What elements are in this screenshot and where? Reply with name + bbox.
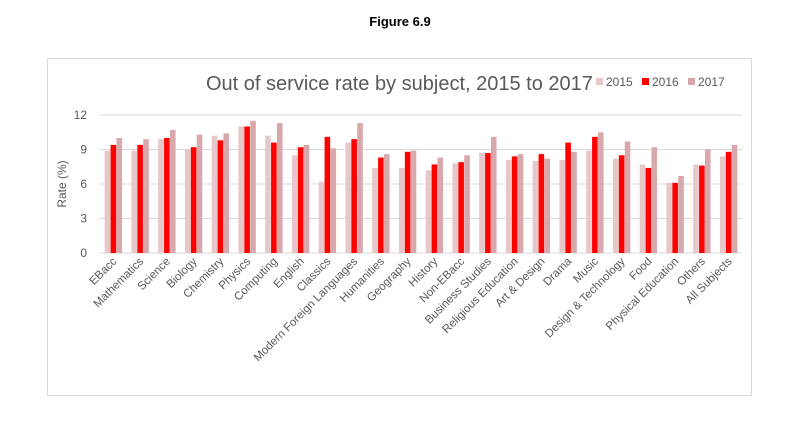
bar-2015: Design & Technology 2015: 8.2	[612, 158, 619, 253]
bar-2017: All Subjects 2017: 9.4	[731, 144, 738, 253]
x-category-label: Drama	[541, 255, 574, 288]
bar-2017: Music 2017: 10.5	[597, 132, 604, 253]
bar-2016: Design & Technology 2016: 8.5	[618, 155, 625, 253]
bar-2016: Others 2016: 7.6	[699, 165, 705, 253]
bar-chart: Out of service rate by subject, 2015 to …	[55, 73, 742, 364]
bar-2016: Mathematics 2016: 9.4	[137, 144, 143, 253]
bar-2017: English 2017: 9.4	[303, 144, 310, 253]
bar-2017: Business Studies 2017: 10.1	[490, 136, 497, 253]
bar-2017: Physical Education 2017: 6.7	[678, 175, 684, 253]
bar-2015: Drama 2015: 8.1	[559, 159, 566, 253]
bar-2015: Physics 2015: 11	[238, 126, 245, 253]
bar-2015: History 2015: 7.2	[425, 170, 432, 253]
y-tick-label: 9	[80, 143, 87, 157]
bar-2015: Biology 2015: 9	[184, 149, 191, 253]
y-tick-label: 6	[80, 177, 87, 191]
legend-label-2015: 2015	[606, 75, 633, 89]
bar-2017: Science 2017: 10.7	[169, 129, 176, 253]
legend-label-2017: 2017	[698, 75, 725, 89]
bar-2017: Biology 2017: 10.3	[196, 134, 203, 253]
chart-frame: Out of service rate by subject, 2015 to …	[47, 58, 752, 396]
bar-2017: Modern Foreign Languages 2017: 11.3	[357, 123, 363, 253]
bar-2015: Chemistry 2015: 10.2	[211, 135, 218, 253]
bar-2016: Science 2016: 10	[164, 138, 170, 253]
bar-2016: EBacc 2016: 9.4	[110, 144, 117, 253]
bar-2017: Geography 2017: 8.9	[410, 150, 417, 253]
bar-2015: EBacc 2015: 8.9	[104, 150, 111, 253]
bar-2016: Religious Education 2016: 8.4	[511, 156, 518, 253]
bar-2016: Drama 2016: 9.6	[565, 142, 571, 253]
bars: EBacc 2015: 8.9EBacc 2016: 9.4EBacc 2017…	[104, 120, 738, 253]
y-axis-ticks: 0 3 6 9 12	[74, 108, 88, 260]
bar-2017: Design & Technology 2017: 9.7	[624, 141, 631, 253]
bar-2016: All Subjects 2016: 8.8	[725, 151, 732, 253]
bar-2015: All Subjects 2015: 8.4	[719, 156, 726, 253]
bar-2015: Science 2015: 9.9	[158, 139, 164, 253]
bar-2015: Geography 2015: 7.4	[398, 167, 405, 253]
bar-2017: Chemistry 2017: 10.4	[223, 133, 230, 253]
bar-2015: Modern Foreign Languages 2015: 9.6	[345, 142, 352, 253]
bar-2017: Non-EBacc 2017: 8.5	[464, 155, 470, 253]
legend-swatch-2017	[688, 78, 695, 85]
legend-swatch-2016	[642, 78, 649, 85]
gridlines	[100, 114, 742, 254]
bar-2016: Music 2016: 10.1	[592, 136, 598, 253]
chart-title: Out of service rate by subject, 2015 to …	[206, 73, 593, 95]
bar-2016: Physics 2016: 11	[244, 126, 250, 253]
bar-2017: Religious Education 2017: 8.6	[517, 154, 524, 253]
y-tick-label: 12	[74, 108, 88, 122]
bar-2016: Food 2016: 7.4	[645, 167, 652, 253]
bar-2016: History 2016: 7.7	[431, 164, 438, 253]
bar-2016: Physical Education 2016: 6.1	[672, 182, 678, 253]
bar-2016: Biology 2016: 9.2	[190, 147, 197, 253]
bar-2017: Humanities 2017: 8.6	[383, 154, 390, 253]
y-tick-label: 0	[80, 246, 87, 260]
bar-2015: Classics 2015: 6.2	[318, 181, 325, 253]
bar-2015: Business Studies 2015: 8.7	[479, 152, 485, 253]
bar-2015: Computing 2015: 10.2	[265, 135, 271, 253]
bar-2017: Food 2017: 9.2	[651, 147, 658, 253]
y-tick-label: 3	[80, 212, 87, 226]
legend-label-2016: 2016	[652, 75, 679, 89]
bar-2017: Art & Design 2017: 8.2	[544, 158, 551, 253]
bar-2015: Religious Education 2015: 8.1	[505, 159, 512, 253]
bar-2017: Classics 2017: 9.1	[330, 148, 337, 253]
bar-2015: Humanities 2015: 7.4	[372, 167, 378, 253]
bar-2017: Mathematics 2017: 9.9	[143, 139, 149, 253]
bar-2015: Food 2015: 7.7	[639, 164, 646, 253]
bar-2016: Modern Foreign Languages 2016: 9.9	[351, 139, 357, 253]
bar-2016: Classics 2016: 10.1	[324, 136, 331, 253]
bar-2017: EBacc 2017: 10	[116, 138, 123, 253]
bar-2015: Art & Design 2015: 8	[532, 161, 539, 253]
bar-2016: Business Studies 2016: 8.7	[485, 152, 491, 253]
bar-2016: Chemistry 2016: 9.8	[217, 140, 224, 253]
bar-2017: Drama 2017: 8.8	[571, 151, 577, 253]
legend: 2015 2016 2017	[596, 75, 725, 89]
bar-2016: Computing 2016: 9.6	[271, 142, 277, 253]
y-axis-title: Rate (%)	[55, 160, 69, 207]
bar-2017: Physics 2017: 11.5	[250, 120, 256, 253]
bar-2016: Non-EBacc 2016: 7.9	[458, 162, 464, 253]
x-axis-labels: EBaccMathematicsScienceBiologyChemistryP…	[87, 255, 734, 364]
bar-2017: Others 2017: 9	[704, 149, 711, 253]
legend-swatch-2015	[596, 78, 603, 85]
bar-2016: Humanities 2016: 8.3	[378, 157, 384, 253]
bar-2015: Mathematics 2015: 8.9	[131, 150, 138, 253]
bar-2017: Computing 2017: 11.3	[276, 123, 283, 253]
bar-2017: History 2017: 8.3	[437, 157, 444, 253]
bar-2015: Physical Education 2015: 6.1	[666, 182, 673, 253]
bar-2016: Geography 2016: 8.8	[404, 151, 411, 253]
bar-2015: Music 2015: 8.9	[586, 150, 592, 253]
figure-label: Figure 6.9	[369, 14, 431, 29]
bar-2015: Non-EBacc 2015: 7.8	[452, 163, 459, 253]
bar-2015: English 2015: 8.5	[291, 155, 298, 253]
bar-2016: English 2016: 9.2	[297, 147, 304, 253]
bar-2016: Art & Design 2016: 8.6	[538, 154, 545, 253]
bar-2015: Others 2015: 7.7	[693, 164, 699, 253]
